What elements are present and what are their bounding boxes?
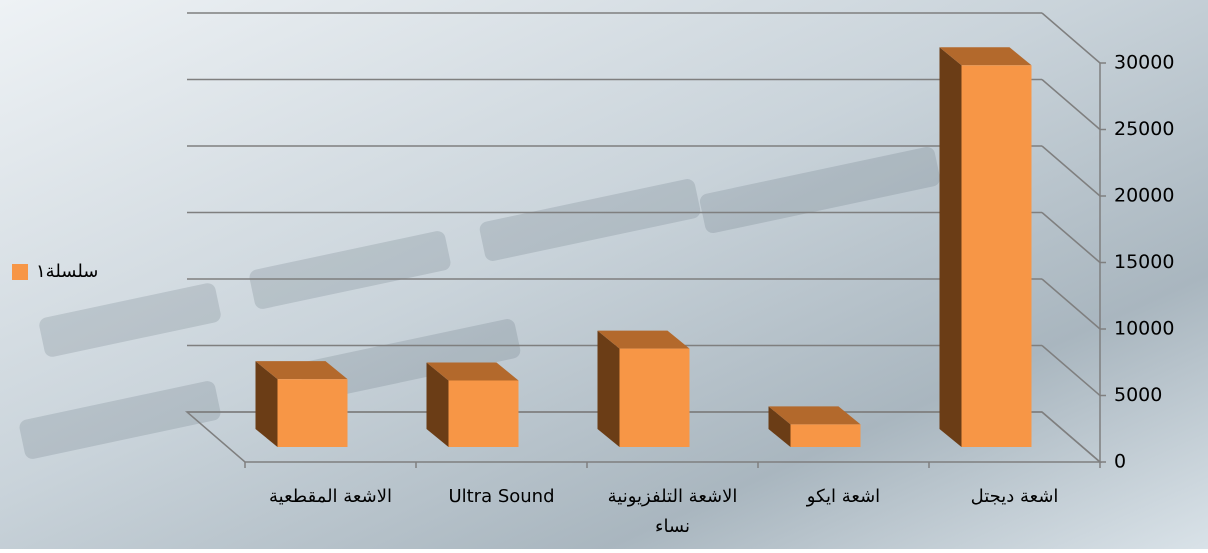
bar-side <box>598 331 620 447</box>
x-tick-label: الاشعة المقطعية <box>269 486 392 507</box>
x-tick-label: Ultra Sound <box>448 486 554 507</box>
bar <box>620 349 690 447</box>
page: 0 5000 10000 15000 20000 25000 30000 الاشعة الم… <box>0 0 1208 549</box>
legend-label: سلسلة١ <box>36 261 98 282</box>
x-tick-label: اشعة ايكو <box>806 486 880 507</box>
bar <box>449 381 519 448</box>
y-tick-label: 5000 <box>1114 384 1162 406</box>
x-tick-label: اشعة ديجتل <box>971 486 1059 507</box>
bar <box>962 65 1032 447</box>
y-tick-label: 20000 <box>1114 185 1174 207</box>
chart: 0 5000 10000 15000 20000 25000 30000 الاشعة الم… <box>0 0 1208 549</box>
y-tick-label: 10000 <box>1114 318 1174 340</box>
y-tick-label: 15000 <box>1114 251 1174 273</box>
bar <box>791 424 861 447</box>
y-tick-label: 0 <box>1114 451 1126 473</box>
legend-swatch <box>12 264 28 280</box>
bar-side <box>940 47 962 447</box>
bar <box>278 379 348 447</box>
y-tick-label: 30000 <box>1114 52 1174 74</box>
y-tick-label: 25000 <box>1114 118 1174 140</box>
